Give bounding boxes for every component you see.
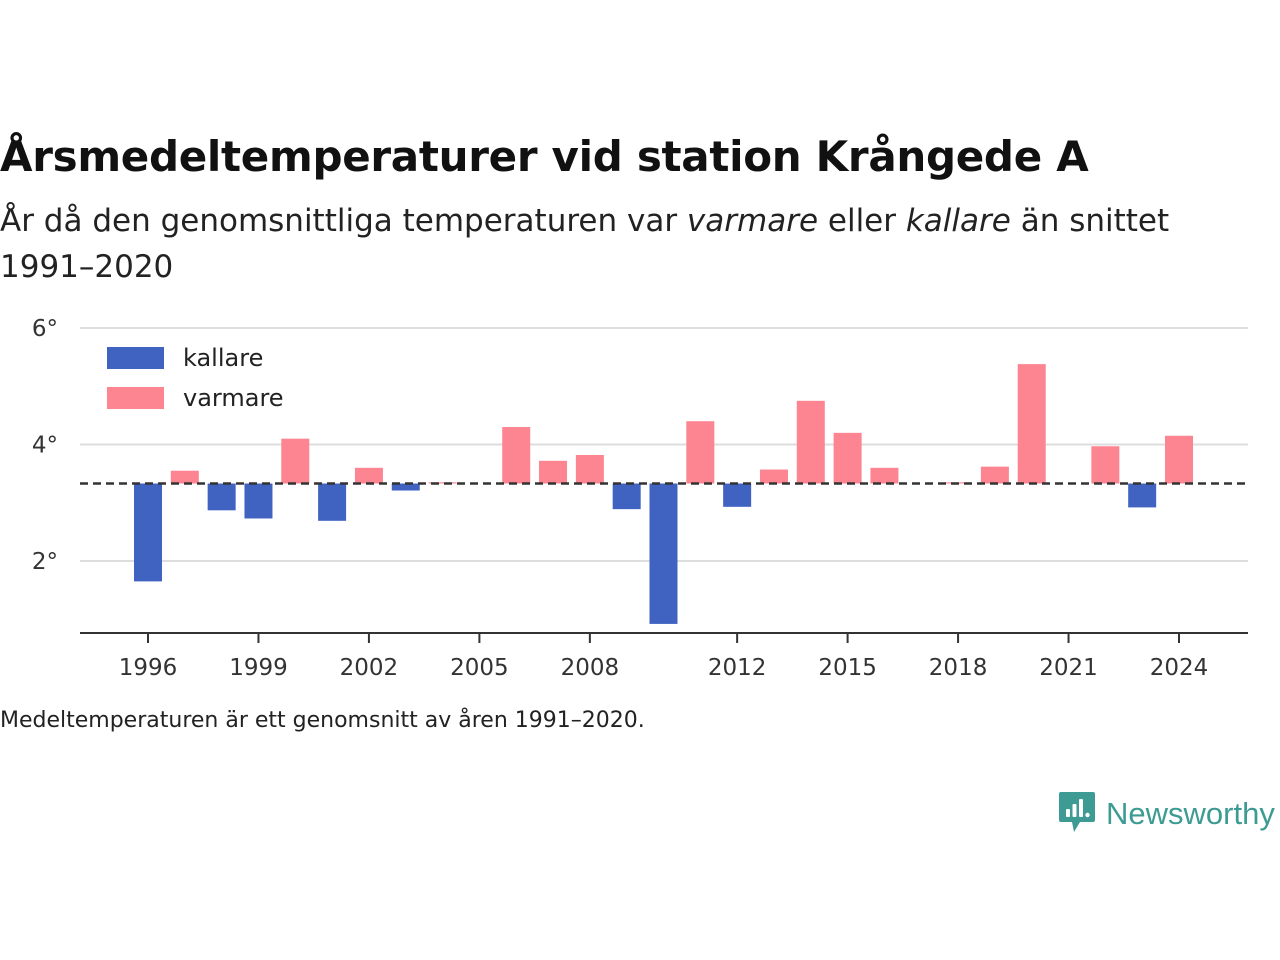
bar-2024 bbox=[1165, 435, 1193, 484]
x-tick-label: 2015 bbox=[818, 655, 877, 681]
bar-1997 bbox=[170, 470, 199, 484]
newsworthy-brand[interactable]: Newsworthy bbox=[1058, 790, 1275, 838]
bar-2011 bbox=[686, 421, 715, 484]
x-tick-label: 1996 bbox=[119, 655, 178, 681]
bar-2008 bbox=[575, 454, 604, 484]
subtitle-text-middle: eller bbox=[818, 203, 906, 239]
temperature-bar-chart: 6° 4° 2° 1996 1999 2002 2005 2008 2012 2015 2018 20… bbox=[32, 316, 1248, 681]
bar-2022 bbox=[1091, 446, 1120, 484]
x-tick-label: 2018 bbox=[929, 655, 988, 681]
bar-2003 bbox=[391, 483, 420, 491]
subtitle-text-end: än snittet 1991–2020 bbox=[0, 203, 1170, 285]
bar-2016 bbox=[870, 467, 899, 484]
bar-1998 bbox=[207, 483, 236, 511]
x-tick-label: 2024 bbox=[1150, 655, 1209, 681]
bar-2004 bbox=[428, 482, 457, 484]
x-tick-label: 2012 bbox=[708, 655, 767, 681]
legend-swatch-varmare bbox=[107, 387, 164, 409]
legend-label-varmare: varmare bbox=[183, 384, 284, 412]
bar-2001 bbox=[318, 483, 347, 521]
subtitle-cold-word: kallare bbox=[905, 203, 1011, 239]
bar-2019 bbox=[980, 466, 1009, 484]
subtitle-text-start: År då den genomsnittliga temperaturen va… bbox=[0, 203, 687, 239]
bar-2002 bbox=[354, 467, 383, 484]
x-tick-label: 2005 bbox=[450, 655, 509, 681]
y-tick-label: 4° bbox=[32, 433, 58, 459]
bar-2013 bbox=[759, 469, 788, 484]
bar-2006 bbox=[502, 427, 531, 484]
bar-2014 bbox=[796, 400, 825, 484]
bar-2015 bbox=[833, 432, 862, 484]
subtitle-warm-word: varmare bbox=[686, 203, 819, 239]
chart-subtitle: År då den genomsnittliga temperaturen va… bbox=[0, 198, 1200, 290]
bar-2000 bbox=[281, 438, 310, 484]
legend-swatch-kallare bbox=[107, 347, 164, 369]
bar-2023 bbox=[1128, 483, 1157, 508]
bar-1996 bbox=[134, 483, 162, 582]
x-tick-label: 2002 bbox=[340, 655, 399, 681]
y-tick-label: 6° bbox=[32, 316, 58, 342]
bar-1999 bbox=[244, 483, 273, 519]
footnote: Medeltemperaturen är ett genomsnitt av å… bbox=[0, 708, 645, 733]
bar-2020 bbox=[1017, 364, 1046, 484]
bar-2010 bbox=[649, 483, 678, 624]
x-tick-label: 2008 bbox=[561, 655, 620, 681]
chart-title: Årsmedeltemperaturer vid station Krånged… bbox=[0, 132, 1089, 181]
x-tick-label: 2021 bbox=[1039, 655, 1098, 681]
newsworthy-logo-icon bbox=[1058, 790, 1096, 838]
bar-2007 bbox=[539, 460, 568, 484]
bar-2009 bbox=[612, 483, 641, 510]
bar-2012 bbox=[723, 483, 752, 507]
newsworthy-brand-name: Newsworthy bbox=[1106, 796, 1275, 831]
y-tick-label: 2° bbox=[32, 549, 58, 575]
x-tick-label: 1999 bbox=[229, 655, 288, 681]
legend-label-kallare: kallare bbox=[183, 344, 263, 372]
